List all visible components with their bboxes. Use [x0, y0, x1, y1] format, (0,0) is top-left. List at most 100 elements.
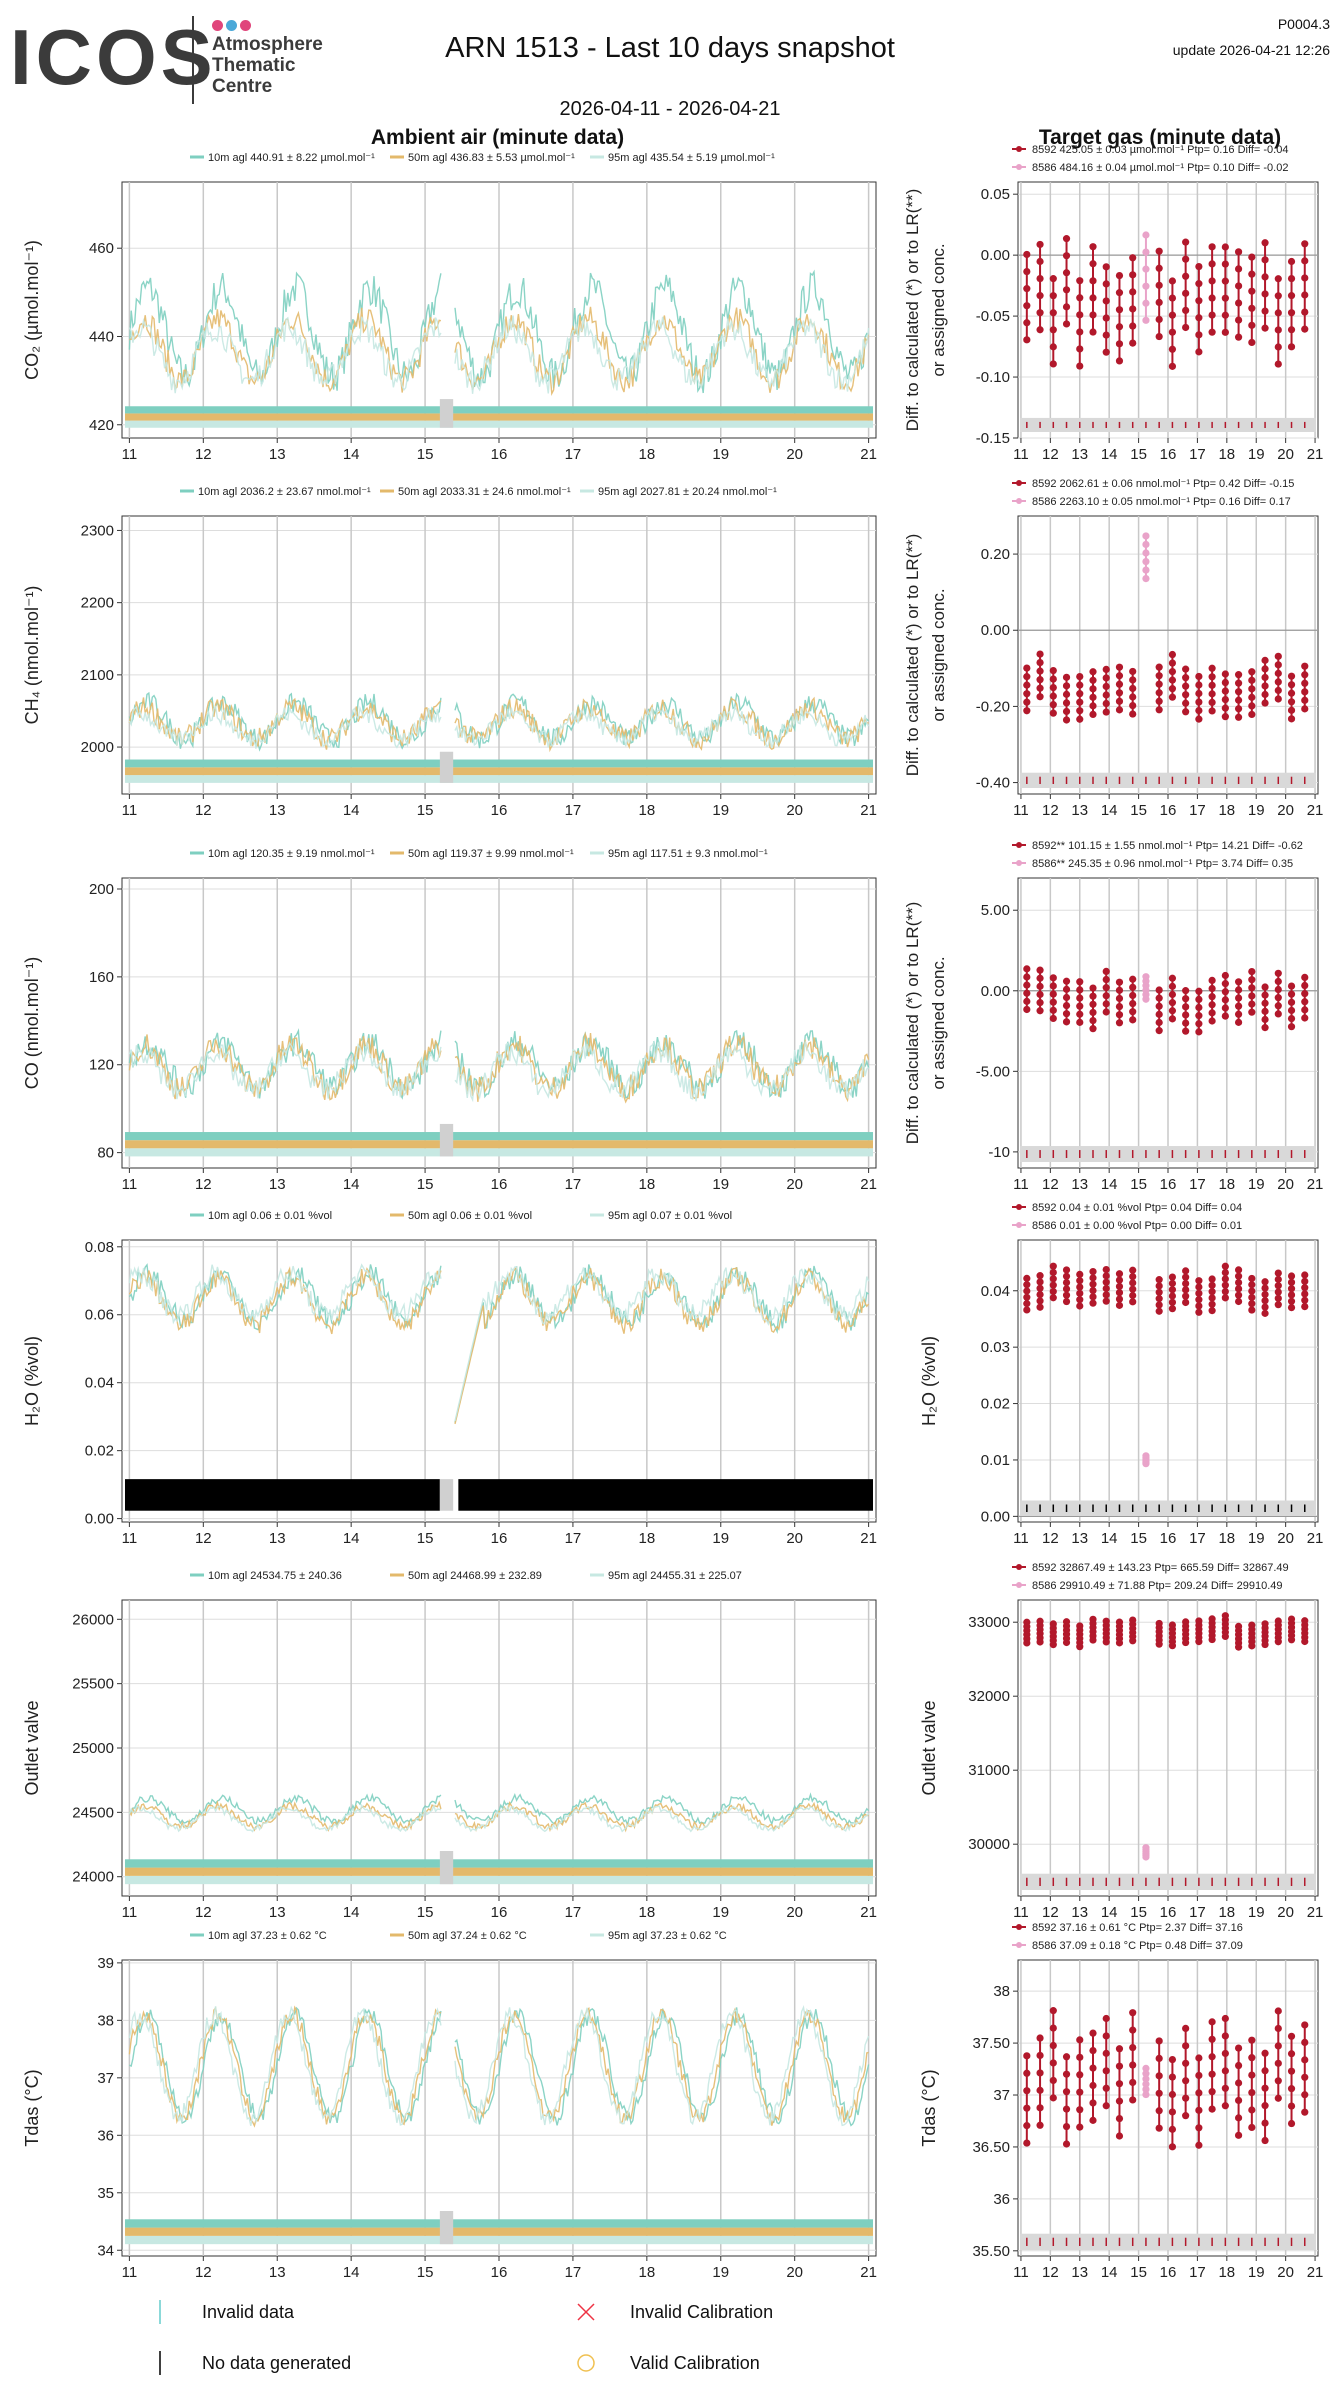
cal-point [1076, 2088, 1084, 2096]
cal-point [1089, 2099, 1097, 2107]
cal-point [1115, 2080, 1124, 2088]
y-axis-label: or assigned conc. [929, 956, 948, 1089]
y-tick-label: 120 [89, 1057, 114, 1074]
x-tick-label: 11 [1013, 1904, 1029, 1921]
y-tick-label: 0.08 [85, 1239, 114, 1256]
cal-point [1049, 2059, 1057, 2067]
cal-point [1036, 240, 1044, 249]
cal-point [1102, 1272, 1110, 1280]
cal-point [1062, 682, 1071, 690]
x-tick-label: 11 [122, 1904, 138, 1921]
cal-point [1142, 549, 1150, 557]
y-tick-label: 0.05 [981, 186, 1010, 203]
series-line-50m [128, 2005, 869, 2128]
x-tick-label: 17 [1189, 1530, 1206, 1547]
x-tick-label: 12 [1042, 1904, 1059, 1921]
x-tick-label: 15 [417, 2264, 434, 2281]
x-tick-label: 17 [1189, 446, 1206, 463]
cal-point [1076, 715, 1084, 723]
cal-point [1023, 989, 1031, 997]
cal-point [1089, 984, 1097, 992]
cal-point [1261, 665, 1269, 673]
x-tick-label: 19 [712, 802, 729, 819]
cal-point [1142, 540, 1150, 549]
cal-point [1076, 2106, 1084, 2114]
cal-point [1221, 713, 1229, 721]
cal-point [1221, 704, 1229, 712]
x-tick-label: 19 [1248, 802, 1265, 819]
cal-point [1301, 671, 1309, 679]
logo-sub-line: Thematic [212, 55, 296, 76]
x-tick-label: 18 [638, 2264, 655, 2281]
cal-point [1274, 695, 1282, 703]
cal-point [1036, 1290, 1044, 1299]
cal-point [1182, 1267, 1190, 1275]
cal-point [1036, 2051, 1044, 2060]
cal-point [1036, 1278, 1044, 1286]
y-tick-label: 0.20 [981, 546, 1010, 563]
x-tick-label: 19 [1248, 1904, 1265, 1921]
cal-point [1287, 672, 1296, 680]
cal-point [1274, 343, 1282, 351]
cal-point [1248, 968, 1256, 976]
x-tick-label: 19 [1248, 1176, 1265, 1193]
cal-point [1155, 1282, 1163, 1290]
cal-point [1142, 557, 1150, 566]
y-tick-label: -0.40 [976, 775, 1010, 792]
cal-point [1182, 323, 1190, 332]
cal-point [1155, 2072, 1163, 2080]
status-band [125, 1148, 873, 1157]
cal-point [1301, 291, 1309, 299]
y-tick-label: 0.00 [981, 622, 1010, 639]
cal-point [1102, 682, 1110, 691]
x-tick-label: 11 [122, 1176, 138, 1193]
cal-point [1076, 328, 1084, 336]
cal-point [1155, 264, 1163, 272]
cal-point [1062, 977, 1071, 985]
cal-point [1049, 1641, 1057, 1649]
cal-point [1089, 1286, 1097, 1295]
cal-point [1155, 1301, 1163, 1309]
cal-point [1102, 297, 1110, 305]
y-tick-label: 39 [97, 1955, 114, 1972]
cal-point [1168, 2055, 1177, 2064]
cal-point [1023, 1005, 1031, 1014]
status-band [125, 1132, 873, 1141]
x-tick-label: 12 [1042, 802, 1059, 819]
cal-point [1049, 2041, 1057, 2050]
cal-point [1155, 1010, 1163, 1018]
x-tick-label: 19 [1248, 2264, 1265, 2281]
cal-point [1221, 670, 1229, 678]
cal-point [1261, 656, 1269, 664]
x-tick-label: 18 [1218, 2264, 1235, 2281]
cal-point [1129, 1272, 1137, 1281]
cal-point [1234, 1010, 1243, 1018]
cal-point [1142, 265, 1150, 273]
cal-point [1234, 1272, 1243, 1280]
invalid-calibration-symbol [577, 2303, 595, 2321]
cal-point [1089, 2081, 1097, 2090]
gap-band [439, 1123, 454, 1157]
cal-point [1195, 689, 1203, 698]
cal-point [1062, 303, 1071, 311]
cal-point [1049, 1006, 1057, 1014]
cal-point [1023, 336, 1031, 344]
cal-point [1155, 1640, 1163, 1648]
status-band [125, 1859, 873, 1868]
cal-point [1261, 999, 1269, 1007]
cal-point [1062, 707, 1071, 716]
cal-point [1168, 294, 1177, 302]
cal-point [1049, 1294, 1057, 1302]
cal-point [1261, 682, 1269, 690]
cal-point [1182, 1279, 1190, 1288]
cal-point [1195, 1012, 1203, 1020]
cal-point [1287, 343, 1296, 351]
cal-point [1142, 2070, 1150, 2078]
panel-co2: 420 440 460 11 12 13 14 15 16 17 18 19 20 21 10m agl 4… [22, 144, 1323, 463]
y-tick-label: 0.00 [981, 983, 1010, 1000]
cal-point [1155, 315, 1163, 324]
cal-point [1168, 990, 1177, 999]
cal-point [1287, 681, 1296, 689]
cal-point [1195, 715, 1203, 723]
cal-point [1076, 2123, 1084, 2131]
